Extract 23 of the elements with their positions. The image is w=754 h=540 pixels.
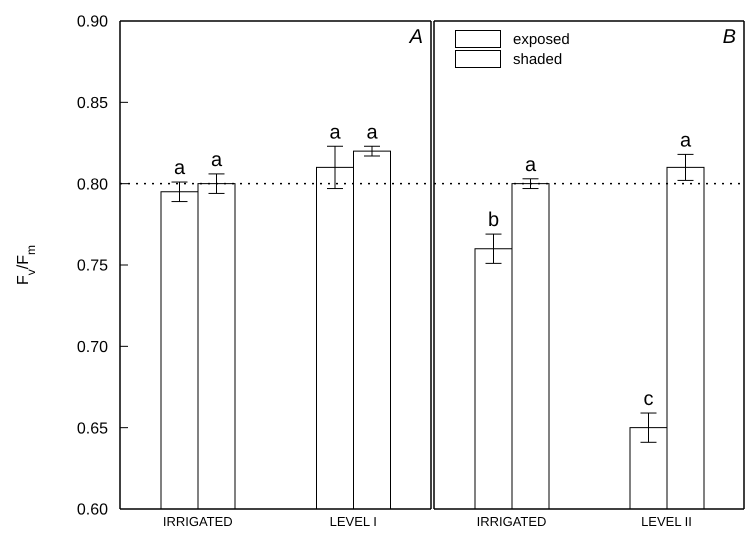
annotation: a xyxy=(680,129,692,152)
annotation: B xyxy=(722,26,736,49)
annotation: a xyxy=(210,148,223,171)
legend-label: exposed xyxy=(513,30,570,48)
annotation: a xyxy=(329,121,342,144)
x-tick-label: IRRIGATED xyxy=(476,514,546,530)
y-tick-label: 0.70 xyxy=(76,339,108,356)
y-tick-label: 0.75 xyxy=(76,258,108,275)
y-tick-label: 0.90 xyxy=(76,14,108,31)
y-tick-label: 0.60 xyxy=(76,502,108,519)
legend-label: shaded xyxy=(513,50,562,68)
x-tick-label: LEVEL II xyxy=(641,514,692,530)
annotation: a xyxy=(524,154,537,176)
annotation: a xyxy=(174,157,186,180)
x-tick-label: LEVEL I xyxy=(330,514,377,530)
annotation: a xyxy=(366,121,378,144)
x-tick-label: IRRIGATED xyxy=(162,514,233,530)
y-tick-label: 0.65 xyxy=(76,420,108,438)
annotation: b xyxy=(488,209,500,232)
annotation: c xyxy=(644,388,654,410)
y-tick-label: 0.80 xyxy=(76,176,108,194)
y-tick-label: 0.85 xyxy=(76,95,108,112)
annotation: A xyxy=(410,26,423,49)
